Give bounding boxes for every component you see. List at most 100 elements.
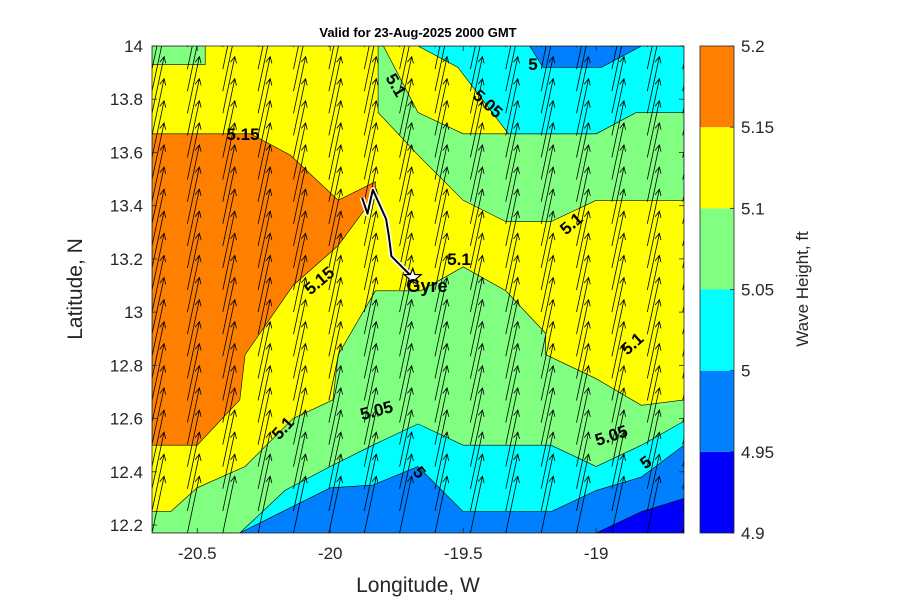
wind-arrow <box>611 210 626 268</box>
wind-arrow <box>576 99 591 158</box>
wind-arrow <box>399 232 414 291</box>
wind-arrow <box>576 77 591 136</box>
x-tick-label: -20 <box>318 544 343 563</box>
x-axis: -20.5 -20 -19.5 -19 <box>178 46 609 563</box>
colorbar-tick-label: 4.95 <box>741 443 774 462</box>
wind-arrow <box>257 166 273 224</box>
wind-arrow <box>505 320 520 379</box>
wind-arrow <box>611 232 626 291</box>
wind-arrow <box>152 276 167 335</box>
contour-label: 5.1 <box>447 250 471 269</box>
wind-arrow <box>187 46 198 92</box>
wind-arrow <box>152 386 167 445</box>
wind-arrow <box>257 254 273 313</box>
wind-arrow <box>152 143 167 202</box>
wind-arrow <box>611 143 626 202</box>
wind-arrow <box>646 475 662 533</box>
wind-arrow <box>328 431 343 489</box>
wind-arrow <box>293 409 308 467</box>
contour-label: 5 <box>528 55 537 74</box>
wind-arrow <box>399 188 414 246</box>
wind-arrow <box>470 99 485 158</box>
wind-arrow <box>470 298 485 357</box>
wind-arrow <box>505 99 520 158</box>
wind-arrow <box>399 320 414 379</box>
wind-arrow <box>646 99 662 158</box>
wind-arrow <box>293 46 304 92</box>
wind-arrow <box>576 55 591 114</box>
wind-arrow <box>399 298 414 357</box>
wind-arrow <box>434 364 450 423</box>
chart-title: Valid for 23-Aug-2025 2000 GMT <box>319 25 516 40</box>
wind-arrow <box>434 188 450 246</box>
wind-arrow <box>257 55 273 114</box>
wind-arrow <box>187 188 202 246</box>
wind-arrow <box>328 46 339 92</box>
wind-arrow <box>611 276 626 335</box>
wind-arrow <box>257 232 273 291</box>
wind-arrow <box>646 121 662 180</box>
wind-arrow <box>363 254 379 313</box>
wind-arrow <box>328 475 343 533</box>
wind-arrow <box>222 232 237 291</box>
wind-arrow <box>576 46 582 70</box>
y-tick-label: 13 <box>124 303 143 322</box>
wind-arrow <box>576 364 591 423</box>
wind-arrow <box>434 342 450 401</box>
wind-arrow <box>257 276 273 335</box>
wind-arrow <box>470 55 485 114</box>
wind-arrow <box>576 46 587 92</box>
wind-arrow <box>187 99 202 158</box>
wind-arrow <box>505 188 520 246</box>
wind-arrow <box>293 188 308 246</box>
wind-arrow <box>257 99 273 158</box>
wind-arrow <box>470 143 485 202</box>
wind-arrow <box>328 77 343 136</box>
wind-arrow <box>646 46 658 92</box>
wind-arrow <box>363 232 379 291</box>
wind-arrow <box>328 188 343 246</box>
wind-arrow <box>293 210 308 268</box>
wind-arrow <box>222 46 233 92</box>
wind-arrow <box>646 254 662 313</box>
wind-arrow <box>257 46 264 70</box>
wind-arrow <box>611 121 626 180</box>
colorbar-segment <box>700 451 734 533</box>
wind-arrow <box>505 386 520 445</box>
wind-arrow <box>540 46 552 92</box>
wind-arrow <box>470 453 485 511</box>
wind-arrow <box>505 77 520 136</box>
wind-arrow <box>257 342 273 401</box>
wind-arrow <box>505 298 520 357</box>
wind-arrow <box>187 232 202 291</box>
wind-arrow <box>293 320 308 379</box>
colorbar-label: Wave Height, ft <box>793 231 812 347</box>
wind-arrow <box>363 99 379 158</box>
wind-arrow <box>399 46 405 70</box>
wind-arrow <box>328 55 343 114</box>
wind-arrow <box>328 254 343 313</box>
wind-arrow <box>576 298 591 357</box>
wind-arrow <box>363 298 379 357</box>
wind-arrow <box>222 166 237 224</box>
wind-arrow <box>540 387 556 445</box>
wind-arrow <box>187 298 202 357</box>
wind-arrow <box>222 122 237 180</box>
wind-arrow <box>434 77 450 136</box>
wind-arrow <box>328 166 343 224</box>
colorbar-tick-label: 5.05 <box>741 281 774 300</box>
wind-arrow <box>505 166 520 224</box>
wind-arrow <box>187 431 202 489</box>
storm-track <box>361 188 414 279</box>
wind-arrow <box>470 188 485 246</box>
wind-arrow <box>293 99 308 158</box>
wind-arrow <box>540 232 556 291</box>
wind-arrow <box>576 210 591 268</box>
wind-arrow <box>257 143 273 202</box>
wind-arrow <box>328 46 335 70</box>
wind-arrow <box>328 320 343 379</box>
colorbar-segment <box>700 46 734 128</box>
contour-region <box>239 444 684 533</box>
wind-arrow <box>611 409 626 467</box>
wind-arrow <box>399 166 414 224</box>
